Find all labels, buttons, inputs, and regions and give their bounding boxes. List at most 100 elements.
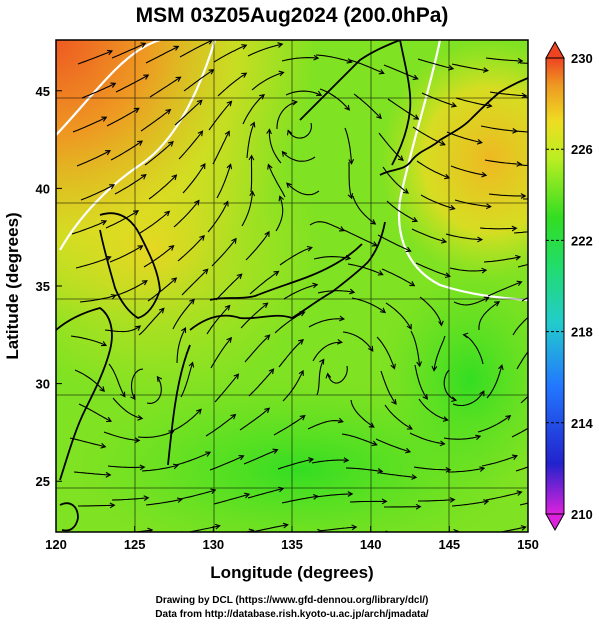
streamline [273,415,306,436]
streamline-arrowhead [420,536,425,541]
streamline-arrowhead [110,82,117,88]
streamline [354,533,390,536]
streamline [247,43,283,57]
streamline-arrowhead [482,67,489,73]
streamline [411,228,447,243]
streamline-arrowhead [325,372,332,379]
streamline [276,101,297,129]
contour-west [59,40,217,251]
streamline-arrowhead [244,492,251,499]
streamline-arrowhead [224,304,231,311]
streamline-arrowhead [555,530,560,535]
streamline-arrowhead [241,44,248,50]
streamline [283,284,318,300]
streamline-arrowhead [516,161,523,167]
streamline [414,364,428,400]
streamline-arrowhead [188,361,195,368]
streamline-arrowhead [176,497,184,503]
streamline-arrowhead [281,150,288,157]
streamline [214,373,239,403]
coast-hokkaido [379,119,471,176]
streamline-arrowhead [101,116,108,122]
streamline [386,200,418,222]
streamline [419,296,443,326]
streamline-arrowhead [210,488,217,494]
streamline [77,50,113,65]
streamline [348,162,353,199]
streamline-arrowhead [445,467,452,473]
streamline [513,231,528,234]
streamline-arrowhead [498,364,504,371]
streamline-arrowhead [105,150,112,156]
streamline-arrowhead [226,163,233,170]
streamline [380,370,397,405]
streamline [281,57,319,62]
streamline-arrowhead [189,298,195,305]
streamline [176,327,186,364]
streamline [251,71,284,91]
streamline [327,365,348,384]
streamline-arrowhead [481,171,488,178]
streamline [69,437,106,448]
streamline-arrowhead [214,523,221,530]
streamline [388,538,424,541]
streamlines [69,40,560,541]
streamline [175,451,211,466]
streamline [308,318,344,328]
streamline [456,535,492,540]
streamline-arrowhead [339,315,346,322]
streamline [352,195,376,225]
streamline [74,369,105,392]
x-tick-label: 135 [281,537,303,552]
streamline [177,235,205,262]
streamline [413,466,451,471]
streamline [130,368,144,400]
chart-title: MSM 03Z05Aug2024 (200.0hPa) [136,4,449,27]
streamline-arrowhead [105,471,112,478]
streamline [150,533,186,539]
streamline-arrowhead [442,416,449,422]
streamline [216,164,232,199]
streamline [139,210,170,234]
streamline-arrowhead [140,42,147,48]
streamline-arrowhead [267,163,273,170]
streamline-arrowhead [380,307,387,314]
streamline [143,245,174,268]
streamline [481,455,518,467]
streamline [377,234,411,252]
streamline [483,256,521,263]
streamline [181,268,209,296]
streamline-arrowhead [534,310,539,314]
colorbar-tick-label: 218 [571,325,593,340]
streamline [517,263,528,268]
streamline [443,435,481,440]
streamline-arrowhead [368,422,375,428]
streamline [518,164,528,166]
streamline-arrowhead [105,255,112,262]
streamline-arrowhead [486,102,493,109]
streamline [243,449,278,465]
streamline [344,127,353,164]
streamline-arrowhead [105,416,113,423]
streamline-arrowhead [109,502,116,509]
streamline [319,526,357,532]
streamline-arrowhead [494,301,501,307]
streamline-arrowhead [415,503,422,510]
streamline [307,420,343,430]
streamline-arrowhead [99,386,105,393]
streamline-arrowhead [406,424,413,430]
coast-kyushu-shikoku-honshu [189,221,386,331]
streamline-arrowhead [181,326,187,333]
streamline-arrowhead [133,107,140,113]
streamline-arrowhead [439,440,446,447]
streamline-arrowhead [343,457,350,463]
streamline [375,438,411,453]
streamline-arrowhead [319,358,325,365]
streamline [345,467,383,473]
streamline [212,131,230,165]
streamline-arrowhead [515,254,522,261]
streamline-arrowhead [397,155,404,162]
streamline [376,336,396,369]
streamline [206,305,231,335]
streamline-arrowhead [264,407,271,414]
